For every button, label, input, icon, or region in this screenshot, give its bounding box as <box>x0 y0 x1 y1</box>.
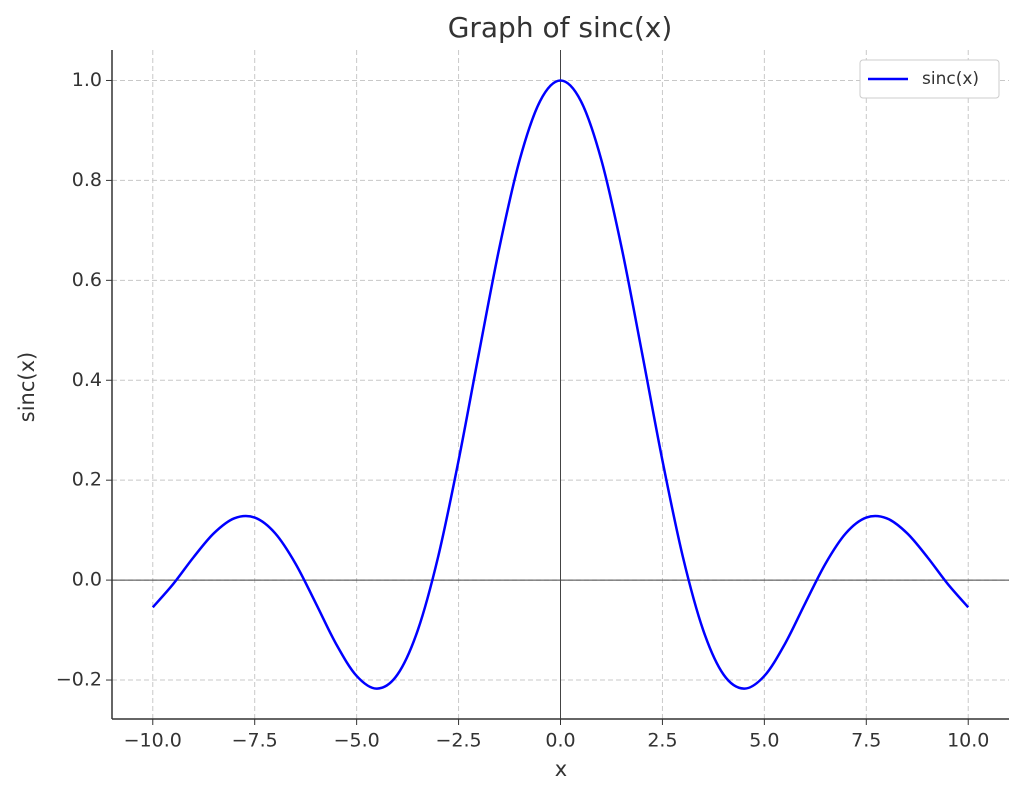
y-tick-label: 0.0 <box>72 569 102 591</box>
legend: sinc(x) <box>859 59 1000 99</box>
legend-box <box>859 59 1000 99</box>
y-tick-label: −0.2 <box>56 669 102 691</box>
y-tick-label: 0.6 <box>72 269 102 291</box>
x-axis-label: x <box>555 757 567 781</box>
x-tick-label: −7.5 <box>232 730 278 752</box>
legend-label: sinc(x) <box>922 69 979 89</box>
chart-title: Graph of sinc(x) <box>448 11 673 44</box>
x-tick-label: 2.5 <box>647 730 677 752</box>
y-tick-label: 0.2 <box>72 469 102 491</box>
x-tick-label: 0.0 <box>545 730 575 752</box>
y-tick-label: 1.0 <box>72 69 102 91</box>
x-tick-label: −5.0 <box>334 730 380 752</box>
y-tick-label: 0.4 <box>72 369 102 391</box>
x-tick-label: 5.0 <box>749 730 779 752</box>
x-tick-label: −2.5 <box>435 730 481 752</box>
y-axis-label: sinc(x) <box>15 352 39 422</box>
x-tick-label: 7.5 <box>851 730 881 752</box>
y-tick-label: 0.8 <box>72 169 102 191</box>
data-line <box>151 79 970 690</box>
x-tick-label: 10.0 <box>947 730 989 752</box>
x-tick-label: −10.0 <box>124 730 182 752</box>
